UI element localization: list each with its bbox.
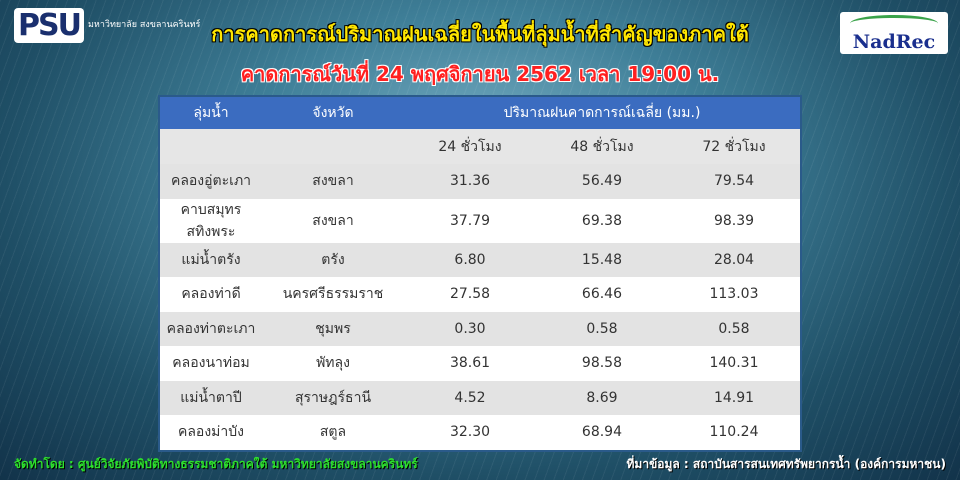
table-header-row: ลุ่มน้ำ จังหวัด ปริมาณฝนคาดการณ์เฉลี่ย (… [160, 97, 800, 129]
table-row: คลองม่าบัง สตูล 32.30 68.94 110.24 [160, 415, 800, 450]
table-row: แม่น้ำตรัง ตรัง 6.80 15.48 28.04 [160, 242, 800, 277]
cell-province: สงขลา [262, 164, 404, 199]
cell-basin: คลองท่าตะเภา [160, 311, 262, 346]
header-rain: ปริมาณฝนคาดการณ์เฉลี่ย (มม.) [404, 97, 800, 129]
cell-h72: 79.54 [667, 164, 800, 199]
header-basin: ลุ่มน้ำ [160, 97, 262, 129]
cell-h24: 0.30 [404, 311, 536, 346]
cell-province: พัทลุง [262, 346, 404, 381]
psu-logo-mark: PSU [14, 8, 84, 43]
psu-logo: PSU มหาวิทยาลัย สงขลานครินทร์ [14, 8, 200, 43]
cell-basin: คาบสมุทรสทิงพระ [160, 198, 262, 243]
cell-province: สงขลา [262, 198, 404, 243]
psu-logo-text: มหาวิทยาลัย สงขลานครินทร์ [87, 20, 201, 30]
table-row: คลองนาท่อม พัทลุง 38.61 98.58 140.31 [160, 346, 800, 381]
nadrec-arc-icon [850, 15, 938, 32]
cell-h48: 0.58 [535, 311, 668, 346]
cell-h48: 56.49 [535, 164, 668, 199]
table-row: แม่น้ำตาปี สุราษฎร์ธานี 4.52 8.69 14.91 [160, 380, 800, 415]
cell-h72: 110.24 [667, 415, 800, 450]
cell-basin: แม่น้ำตาปี [160, 380, 262, 415]
footer-source: ที่มาข้อมูล : สถาบันสารสนเทศทรัพยากรน้ำ … [626, 457, 946, 471]
cell-province: ตรัง [262, 242, 404, 277]
cell-h48: 8.69 [535, 380, 668, 415]
cell-h24: 6.80 [404, 242, 536, 277]
cell-h48: 98.58 [535, 346, 668, 381]
table-row: คลองอู่ตะเภา สงขลา 31.36 56.49 79.54 [160, 164, 800, 199]
cell-h24: 27.58 [404, 277, 536, 312]
cell-h24: 4.52 [404, 380, 536, 415]
cell-basin: คลองนาท่อม [160, 346, 262, 381]
rainfall-table: ลุ่มน้ำ จังหวัด ปริมาณฝนคาดการณ์เฉลี่ย (… [160, 97, 800, 450]
table-row: คาบสมุทรสทิงพระ สงขลา 37.79 69.38 98.39 [160, 198, 800, 243]
nadrec-logo: NadRec [840, 12, 948, 54]
cell-province: นครศรีธรรมราช [262, 277, 404, 312]
cell-province: ชุมพร [262, 311, 404, 346]
table-row: คลองท่าดี นครศรีธรรมราช 27.58 66.46 113.03 [160, 277, 800, 312]
cell-h48: 69.38 [535, 198, 668, 243]
cell-province: สตูล [262, 415, 404, 450]
subheader-48h: 48 ชั่วโมง [535, 129, 668, 164]
footer-credit: จัดทำโดย : ศูนย์วิจัยภัยพิบัติทางธรรมชาต… [14, 457, 418, 471]
nadrec-logo-text: NadRec [852, 31, 936, 53]
table-subheader-row: 24 ชั่วโมง 48 ชั่วโมง 72 ชั่วโมง [160, 129, 800, 164]
cell-basin: คลองม่าบัง [160, 415, 262, 450]
cell-h24: 31.36 [404, 164, 536, 199]
cell-h72: 140.31 [667, 346, 800, 381]
cell-h24: 37.79 [404, 198, 536, 243]
cell-h72: 98.39 [667, 198, 800, 243]
cell-basin: แม่น้ำตรัง [160, 242, 262, 277]
cell-province: สุราษฎร์ธานี [262, 380, 404, 415]
cell-h72: 113.03 [667, 277, 800, 312]
page-title: การคาดการณ์ปริมาณฝนเฉลี่ยในพื้นที่ลุ่มน้… [211, 22, 749, 46]
cell-h48: 15.48 [535, 242, 668, 277]
cell-basin: คลองท่าดี [160, 277, 262, 312]
subheader-72h: 72 ชั่วโมง [667, 129, 800, 164]
cell-h72: 0.58 [667, 311, 800, 346]
cell-basin: คลองอู่ตะเภา [160, 164, 262, 199]
header-province: จังหวัด [262, 97, 404, 129]
cell-h24: 38.61 [404, 346, 536, 381]
subheader-24h: 24 ชั่วโมง [404, 129, 536, 164]
cell-h72: 28.04 [667, 242, 800, 277]
cell-h48: 66.46 [535, 277, 668, 312]
cell-h24: 32.30 [404, 415, 536, 450]
table-row: คลองท่าตะเภา ชุมพร 0.30 0.58 0.58 [160, 311, 800, 346]
cell-h72: 14.91 [667, 380, 800, 415]
page-subtitle: คาดการณ์วันที่ 24 พฤศจิกายน 2562 เวลา 19… [240, 62, 720, 86]
cell-h48: 68.94 [535, 415, 668, 450]
